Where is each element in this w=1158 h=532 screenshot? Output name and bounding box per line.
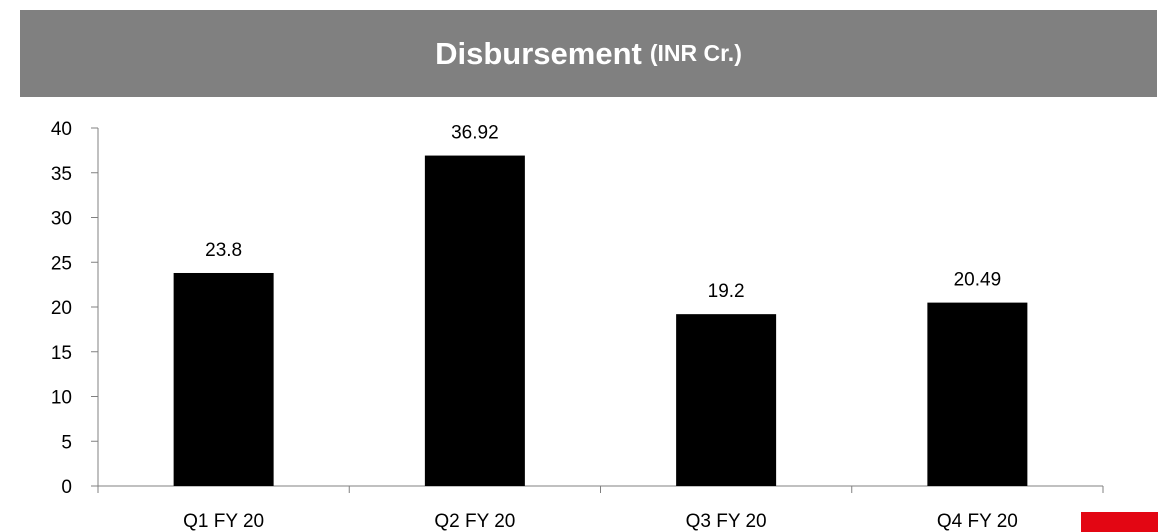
- chart-title-unit: (INR Cr.): [649, 40, 742, 66]
- bar: [173, 272, 274, 486]
- x-category-label: Q3 FY 20: [686, 511, 767, 532]
- y-tick-label: 25: [51, 253, 72, 274]
- bar: [676, 314, 777, 486]
- data-label: 20.49: [954, 270, 1002, 291]
- x-category-label: Q1 FY 20: [183, 511, 264, 532]
- y-tick-label: 10: [51, 388, 72, 409]
- x-category-label: Q4 FY 20: [937, 511, 1018, 532]
- chart-title-banner: Disbursement (INR Cr.): [20, 10, 1157, 97]
- bar: [424, 155, 525, 487]
- bar: [927, 302, 1028, 486]
- data-label: 19.2: [708, 281, 745, 302]
- y-tick-label: 40: [51, 119, 72, 140]
- y-tick-label: 0: [61, 477, 72, 498]
- y-tick-label: 20: [51, 298, 72, 319]
- y-tick-label: 30: [51, 209, 72, 230]
- y-tick-label: 35: [51, 164, 72, 185]
- chart-title: Disbursement: [435, 35, 642, 71]
- x-category-label: Q2 FY 20: [434, 511, 515, 532]
- y-tick-label: 5: [61, 432, 72, 453]
- y-tick-label: 15: [51, 343, 72, 364]
- brand-accent-block: [1081, 512, 1158, 532]
- data-label: 23.8: [205, 240, 242, 261]
- data-label: 36.92: [451, 123, 499, 144]
